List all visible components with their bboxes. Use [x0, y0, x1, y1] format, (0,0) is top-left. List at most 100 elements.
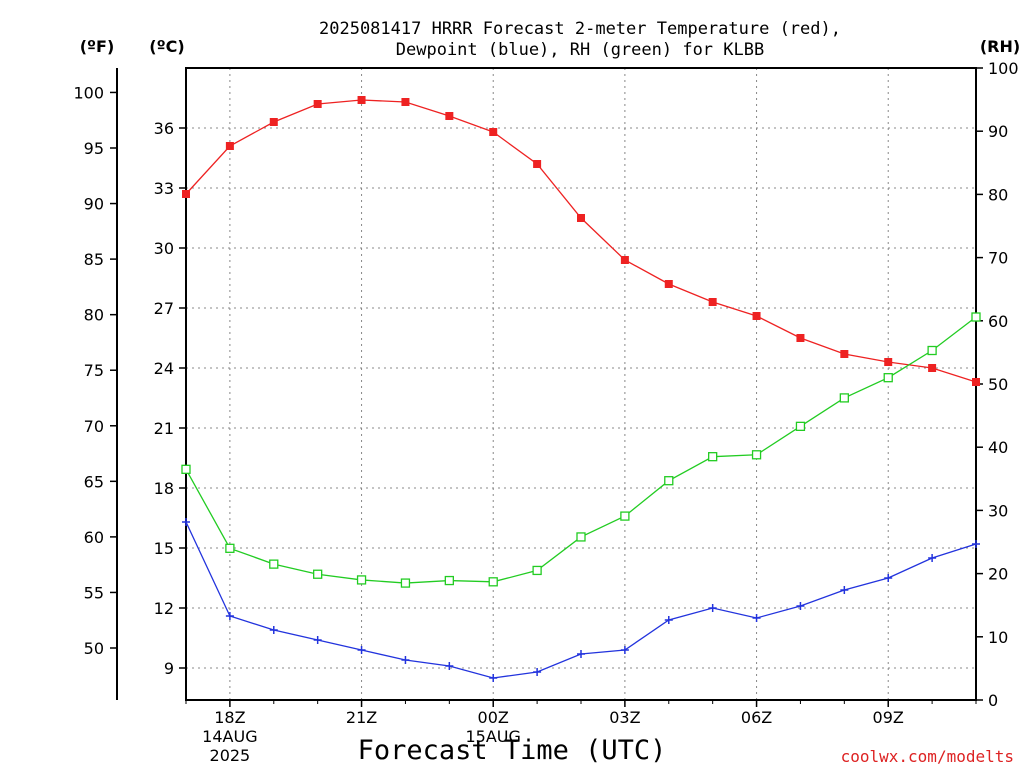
time-tick-label: 09Z	[873, 708, 904, 727]
celsius-axis: 36 33 30 27 24 21 18 15 12 9	[154, 119, 186, 678]
rh-point	[532, 565, 542, 576]
temperature-point	[840, 350, 849, 358]
temperature-point	[752, 312, 761, 320]
temperature-point	[225, 142, 234, 150]
rh-tick-label: 50	[988, 375, 1008, 394]
rh-unit-label: (RH)	[980, 37, 1020, 56]
temperature-point	[269, 118, 278, 126]
celsius-tick-label: 36	[154, 119, 174, 138]
temperature-line	[185, 99, 977, 383]
rh-point	[927, 345, 937, 356]
temperature-point	[664, 280, 673, 288]
dewpoint-point	[401, 656, 410, 664]
celsius-tick-label: 33	[154, 179, 174, 198]
celsius-tick-label: 18	[154, 479, 174, 498]
rh-point	[883, 373, 893, 383]
dewpoint-point	[445, 662, 454, 670]
temperature-point	[620, 256, 629, 264]
celsius-tick-label: 30	[154, 239, 174, 258]
rh-point	[620, 511, 630, 521]
dewpoint-point	[664, 616, 673, 624]
rh-tick-label: 30	[988, 501, 1008, 520]
rh-tick-label: 60	[988, 312, 1008, 331]
temperature-point	[708, 298, 717, 306]
fahrenheit-unit-label: (ºF)	[80, 37, 115, 56]
rh-point	[356, 575, 367, 585]
chart-title-line2: Dewpoint (blue), RH (green) for KLBB	[396, 40, 764, 60]
temperature-point	[577, 214, 585, 222]
dewpoint-point	[796, 602, 805, 610]
dewpoint-point	[840, 586, 849, 594]
dewpoint-point	[489, 674, 498, 682]
fahrenheit-tick-label: 85	[84, 250, 104, 269]
rh-point	[269, 559, 279, 569]
temperature-point	[489, 128, 498, 136]
rh-point	[751, 450, 762, 460]
celsius-tick-label: 15	[154, 539, 174, 558]
credit-text: coolwx.com/modelts	[841, 747, 1014, 766]
celsius-tick-label: 27	[154, 299, 174, 318]
dewpoint-point	[313, 636, 322, 644]
chart-title-line1: 2025081417 HRRR Forecast 2-meter Tempera…	[319, 19, 841, 39]
rh-point	[839, 393, 849, 403]
rh-tick-label: 0	[988, 691, 998, 710]
dewpoint-point	[620, 646, 629, 654]
temperature-point	[972, 378, 980, 386]
time-tick-year: 2025	[210, 746, 251, 765]
dewpoint-point	[269, 626, 278, 634]
dewpoint-point	[972, 540, 980, 548]
rh-point	[225, 543, 235, 553]
rh-point	[576, 532, 586, 542]
dewpoint-point	[708, 604, 717, 612]
time-tick-label: 00Z	[478, 708, 509, 727]
time-tick-label: 03Z	[609, 708, 640, 727]
rh-point	[181, 464, 191, 474]
celsius-tick-label: 24	[154, 359, 174, 378]
temperature-point	[357, 96, 366, 104]
rh-tick-label: 70	[988, 249, 1008, 268]
temperature-point	[182, 190, 190, 198]
celsius-tick-label: 21	[154, 419, 174, 438]
time-tick-date: 14AUG	[202, 727, 257, 746]
x-axis-label: Forecast Time (UTC)	[358, 735, 667, 766]
rh-point	[488, 577, 498, 587]
celsius-unit-label: (ºC)	[149, 37, 184, 56]
dewpoint-point	[533, 668, 542, 676]
grid-lines	[186, 68, 976, 700]
dewpoint-point	[928, 554, 937, 562]
rh-tick-label: 10	[988, 628, 1008, 647]
fahrenheit-tick-label: 60	[84, 528, 104, 547]
temperature-point	[928, 364, 937, 372]
fahrenheit-tick-label: 95	[84, 139, 104, 158]
rh-tick-label: 20	[988, 565, 1008, 584]
fahrenheit-tick-label: 90	[84, 195, 104, 214]
rh-point	[971, 312, 981, 322]
fahrenheit-tick-label: 75	[84, 361, 104, 380]
rh-point	[313, 569, 323, 579]
time-tick-label: 21Z	[346, 708, 377, 727]
dewpoint-point	[357, 646, 366, 654]
dewpoint-point	[884, 574, 893, 582]
rh-tick-label: 40	[988, 438, 1008, 457]
rh-point	[664, 476, 674, 486]
fahrenheit-tick-label: 50	[84, 639, 104, 658]
temperature-point	[533, 160, 542, 168]
time-tick-label: 18Z	[214, 708, 245, 727]
temperature-point	[796, 334, 805, 342]
fahrenheit-tick-label: 55	[84, 583, 104, 602]
rh-tick-label: 100	[988, 59, 1019, 78]
temperature-point	[313, 100, 322, 108]
temperature-point	[445, 112, 454, 120]
fahrenheit-axis: 100 95 90 85 80 75 70 65 60 55 50	[73, 83, 117, 658]
rh-point	[444, 575, 454, 586]
series-lines	[181, 96, 981, 682]
fahrenheit-tick-label: 70	[84, 417, 104, 436]
fahrenheit-tick-label: 100	[73, 83, 104, 102]
temperature-point	[884, 358, 893, 366]
time-tick-date: 15AUG	[466, 727, 521, 746]
time-tick-label: 06Z	[741, 708, 772, 727]
rh-tick-label: 80	[988, 185, 1008, 204]
